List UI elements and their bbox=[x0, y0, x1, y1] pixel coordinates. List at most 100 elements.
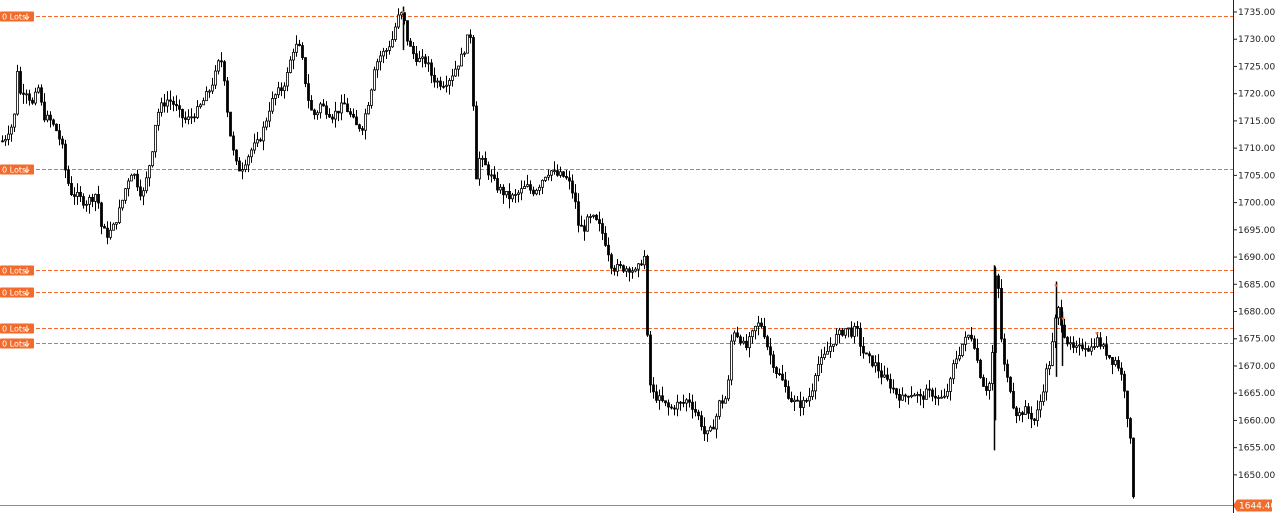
candle-body bbox=[13, 113, 16, 128]
candle-body bbox=[781, 373, 784, 381]
candle-body bbox=[646, 255, 649, 336]
candle-body bbox=[1021, 412, 1024, 415]
candle-body bbox=[850, 327, 853, 337]
candle-body bbox=[70, 183, 73, 196]
candle-body bbox=[499, 186, 502, 191]
candle-body bbox=[193, 116, 196, 119]
candle-body bbox=[622, 265, 625, 272]
candle-body bbox=[784, 379, 787, 388]
candle-body bbox=[478, 158, 481, 180]
candle-body bbox=[673, 407, 676, 410]
candle-body bbox=[448, 80, 451, 86]
candle-body bbox=[400, 12, 403, 16]
candle-body bbox=[973, 338, 976, 349]
candle-body bbox=[367, 105, 370, 115]
candle-body bbox=[661, 395, 664, 402]
candle-body bbox=[520, 188, 523, 194]
candle-body bbox=[58, 130, 61, 140]
candle-body bbox=[247, 156, 250, 166]
order-level-label: 0 Lots bbox=[2, 289, 26, 298]
candle-body bbox=[916, 393, 919, 396]
candle-body bbox=[874, 362, 877, 367]
candle-body bbox=[124, 188, 127, 201]
candle-body bbox=[1075, 345, 1078, 348]
y-tick-label: 1725.00 bbox=[1238, 62, 1275, 72]
candle-body bbox=[877, 362, 880, 372]
candle-body bbox=[145, 177, 148, 192]
candle-body bbox=[550, 170, 553, 176]
candle-body bbox=[34, 91, 37, 104]
candle-body bbox=[217, 60, 220, 72]
candle-body bbox=[241, 169, 244, 172]
candle-body bbox=[937, 397, 940, 399]
candle-body bbox=[457, 65, 460, 70]
candle-body bbox=[565, 176, 568, 179]
candle-body bbox=[64, 143, 67, 171]
candle-body bbox=[46, 114, 49, 121]
candle-body bbox=[985, 385, 988, 391]
candle-body bbox=[142, 190, 145, 197]
candle-body bbox=[154, 124, 157, 153]
candle-body bbox=[766, 336, 769, 348]
candle-body bbox=[454, 68, 457, 77]
arrow-down-icon bbox=[24, 13, 30, 21]
candle-body bbox=[379, 55, 382, 63]
candle-body bbox=[1117, 359, 1120, 369]
candle-body bbox=[727, 379, 730, 400]
candle-body bbox=[706, 430, 709, 435]
candle-body bbox=[1048, 365, 1051, 370]
candle-body bbox=[4, 139, 7, 142]
candle-body bbox=[955, 358, 958, 365]
candle-body bbox=[16, 71, 19, 115]
candle-body bbox=[787, 386, 790, 399]
candle-body bbox=[148, 165, 151, 179]
candle-body bbox=[871, 355, 874, 367]
candle-body bbox=[415, 53, 418, 62]
candle-body bbox=[115, 222, 118, 225]
candle-body bbox=[664, 400, 667, 404]
candle-body bbox=[163, 102, 166, 107]
candle-body bbox=[487, 164, 490, 176]
candle-body bbox=[898, 393, 901, 401]
candle-body bbox=[772, 354, 775, 368]
candle-body bbox=[1126, 390, 1129, 420]
candle-body bbox=[763, 326, 766, 338]
candle-body bbox=[304, 57, 307, 85]
order-level-label: 0 Lots bbox=[2, 340, 26, 349]
candle-body bbox=[1072, 342, 1075, 348]
candle-body bbox=[433, 74, 436, 83]
candle-body bbox=[613, 267, 616, 272]
candle-body bbox=[139, 186, 142, 197]
candle-body bbox=[517, 192, 520, 195]
candle-body bbox=[634, 268, 637, 272]
candle-body bbox=[544, 176, 547, 181]
candle-body bbox=[841, 329, 844, 336]
candle-body bbox=[652, 384, 655, 393]
candle-body bbox=[1024, 406, 1027, 415]
candle-body bbox=[370, 89, 373, 106]
candle-body bbox=[796, 399, 799, 402]
candle-body bbox=[1036, 409, 1039, 421]
candle-body bbox=[931, 389, 934, 397]
candle-body bbox=[1132, 437, 1135, 498]
candle-body bbox=[67, 169, 70, 184]
candle-body bbox=[352, 113, 355, 118]
candle-body bbox=[1102, 344, 1105, 347]
y-tick-label: 1700.00 bbox=[1238, 199, 1275, 209]
candle-body bbox=[289, 59, 292, 73]
candle-body bbox=[688, 399, 691, 403]
candle-body bbox=[685, 399, 688, 404]
candle-body bbox=[385, 50, 388, 52]
candle-body bbox=[637, 263, 640, 270]
current-price-label: 1644.40 bbox=[1239, 502, 1276, 512]
candle-body bbox=[295, 43, 298, 53]
candle-body bbox=[1129, 418, 1132, 439]
candle-body bbox=[913, 394, 916, 397]
candle-body bbox=[709, 426, 712, 432]
candle-body bbox=[1018, 412, 1021, 417]
candle-body bbox=[1096, 337, 1099, 347]
order-level-tag bbox=[0, 11, 34, 22]
candle-body bbox=[88, 197, 91, 205]
candle-body bbox=[418, 57, 421, 62]
